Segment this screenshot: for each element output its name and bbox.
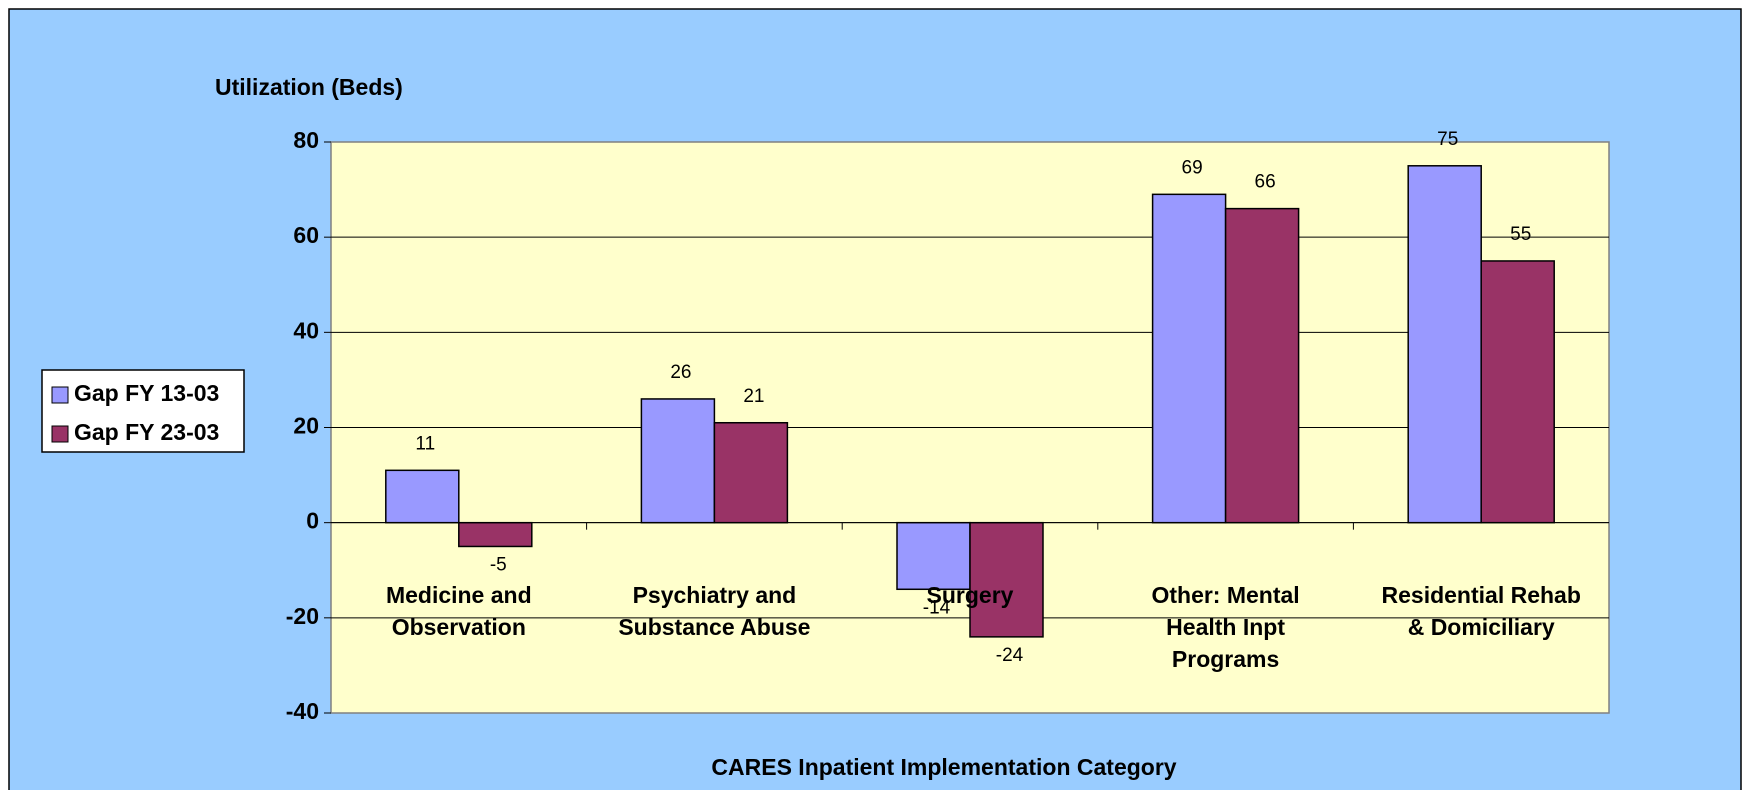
y-tick-label: 60 bbox=[293, 222, 319, 248]
bar bbox=[1224, 207, 1300, 524]
bar bbox=[713, 421, 789, 524]
y-tick-label: 80 bbox=[293, 127, 319, 153]
bar bbox=[896, 521, 971, 591]
bar bbox=[1407, 165, 1482, 524]
data-label: 55 bbox=[1510, 224, 1531, 245]
data-label: 69 bbox=[1182, 157, 1203, 178]
bar bbox=[1151, 193, 1227, 524]
legend-swatch bbox=[51, 386, 69, 404]
x-tick-label: Psychiatry and Substance Abuse bbox=[618, 582, 810, 640]
legend-label: Gap FY 13-03 bbox=[74, 380, 219, 406]
data-label: 26 bbox=[670, 362, 691, 383]
bar bbox=[969, 521, 1044, 638]
y-tick-label: 20 bbox=[293, 413, 319, 439]
data-label: -24 bbox=[996, 645, 1024, 666]
legend-box bbox=[41, 369, 245, 453]
legend-swatch bbox=[51, 425, 69, 443]
y-tick-label: -20 bbox=[286, 603, 319, 629]
data-label: 11 bbox=[415, 433, 435, 454]
y-tick-label: 0 bbox=[306, 508, 319, 534]
bar bbox=[1480, 260, 1555, 524]
data-label: 21 bbox=[743, 386, 764, 407]
data-label: 66 bbox=[1255, 172, 1276, 193]
data-label: 75 bbox=[1437, 129, 1458, 150]
x-tick-label: Residential Rehab & Domiciliary bbox=[1382, 582, 1581, 640]
legend-label: Gap FY 23-03 bbox=[74, 419, 219, 445]
data-label: -5 bbox=[490, 554, 507, 575]
data-label: -14 bbox=[923, 597, 951, 618]
y-tick-label: 40 bbox=[293, 317, 319, 343]
x-tick-label: Surgery bbox=[927, 582, 1014, 608]
bar bbox=[385, 469, 460, 524]
x-tick-label: Medicine and Observation bbox=[386, 582, 532, 640]
x-tick-label: Other: Mental Health Inpt Programs bbox=[1151, 582, 1299, 672]
bar bbox=[458, 521, 533, 548]
bar bbox=[640, 398, 716, 524]
y-axis-title: Utilization (Beds) bbox=[215, 74, 403, 100]
y-tick-label: -40 bbox=[286, 698, 319, 724]
x-axis-title: CARES Inpatient Implementation Category bbox=[711, 754, 1176, 780]
